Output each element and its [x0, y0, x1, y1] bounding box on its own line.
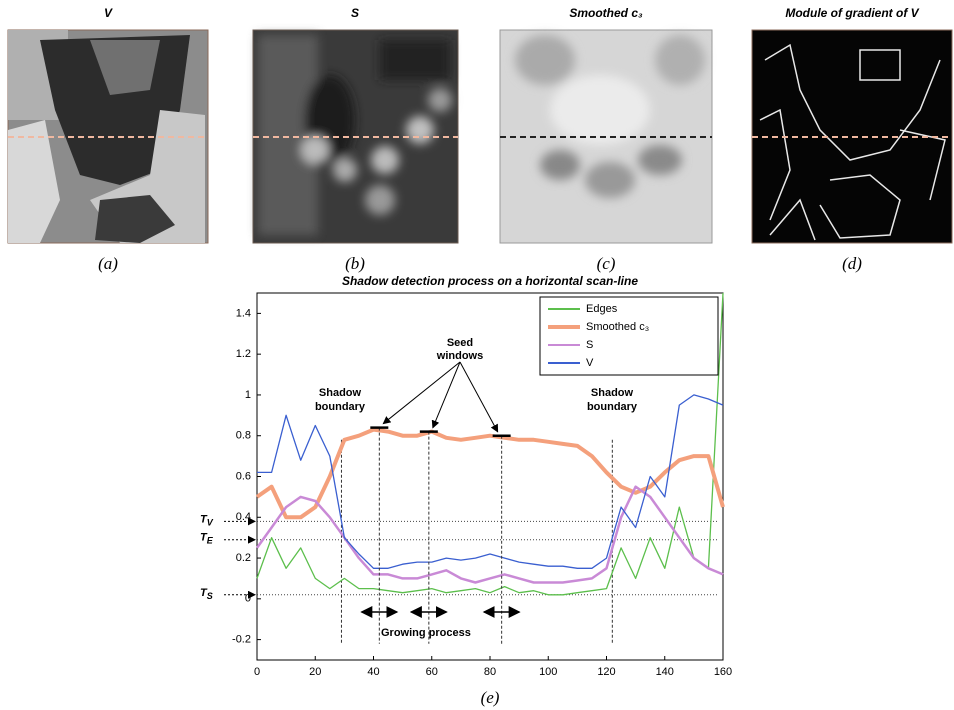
annotation: boundary: [315, 401, 366, 413]
x-tick-label: 80: [484, 666, 496, 678]
panel-caption: (c): [597, 254, 616, 273]
x-tick-label: 140: [656, 666, 674, 678]
y-tick-label: 1: [245, 389, 251, 401]
threshold-label: TS: [200, 587, 213, 601]
threshold-subscript: V: [207, 518, 214, 528]
legend-label: Smoothed c₃: [586, 321, 649, 333]
y-tick-label: 1.2: [236, 348, 251, 360]
y-tick-label: 1.4: [236, 307, 251, 319]
annotation: boundary: [587, 401, 638, 413]
x-tick-label: 100: [539, 666, 557, 678]
chart-caption: (e): [481, 688, 500, 707]
x-tick-label: 0: [254, 666, 260, 678]
series-line: [257, 394, 724, 569]
y-tick-label: -0.2: [232, 634, 251, 646]
panel-title: S: [351, 6, 359, 20]
legend-label: Edges: [586, 303, 618, 315]
panel-caption: (b): [345, 254, 365, 273]
x-tick-label: 60: [426, 666, 438, 678]
panel-title: V: [104, 6, 113, 20]
seed-pointer: [459, 361, 499, 433]
image-d: [751, 29, 953, 244]
annotation: Shadow: [591, 387, 634, 399]
annotation: windows: [436, 350, 483, 362]
y-tick-label: 0.2: [236, 552, 251, 564]
image-a: [7, 29, 209, 244]
y-tick-label: 0.6: [236, 470, 251, 482]
legend-label: V: [586, 357, 594, 369]
panel-caption: (a): [98, 254, 118, 273]
image-c: [499, 29, 713, 244]
threshold-subscript: E: [207, 536, 214, 546]
series-line: [255, 427, 725, 520]
threshold-label: TV: [200, 513, 214, 527]
y-tick-label: 0.8: [236, 430, 251, 442]
panel-title: Smoothed c₃: [569, 6, 643, 20]
panel-caption: (d): [842, 254, 862, 273]
threshold-label: TE: [200, 532, 214, 546]
image-b: [252, 29, 459, 244]
seed-pointer: [431, 361, 461, 429]
annotation: Growing process: [381, 627, 471, 639]
threshold-symbol: T: [200, 587, 208, 599]
x-tick-label: 20: [309, 666, 321, 678]
legend-label: S: [586, 339, 593, 351]
x-tick-label: 160: [714, 666, 732, 678]
x-tick-label: 40: [367, 666, 379, 678]
series-line: [255, 485, 724, 584]
threshold-subscript: S: [207, 591, 213, 601]
annotation: Seed: [447, 337, 473, 349]
threshold-symbol: T: [200, 532, 208, 544]
threshold-symbol: T: [200, 513, 208, 525]
x-tick-label: 120: [597, 666, 615, 678]
annotation: Shadow: [319, 387, 362, 399]
series-line: [256, 292, 724, 596]
panel-title: Module of gradient of V: [785, 6, 919, 20]
y-tick-label: 0: [245, 593, 251, 605]
chart-title: Shadow detection process on a horizontal…: [342, 274, 638, 288]
seed-pointer: [382, 361, 461, 425]
y-tick-label: 0.4: [236, 511, 251, 523]
